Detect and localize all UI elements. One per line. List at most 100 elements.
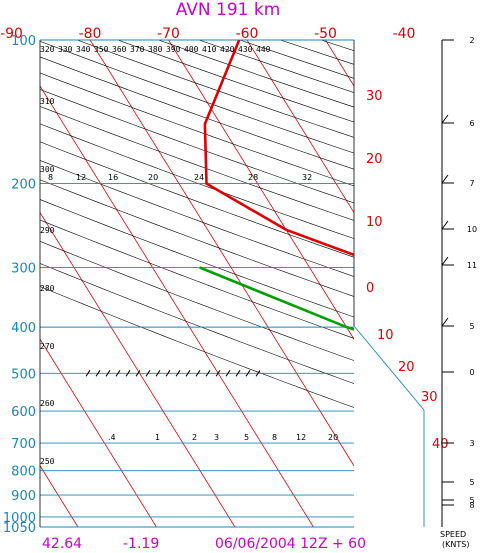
isotherm-line <box>246 40 354 214</box>
theta-top-label: 400 <box>184 45 199 54</box>
dry-adiabat-line <box>40 219 354 339</box>
dry-adiabat-line <box>40 160 354 277</box>
level-hatch-mark <box>165 370 171 377</box>
right-temperature-label: 0 <box>366 281 374 296</box>
wind-speed-label: 10 <box>467 225 477 234</box>
top-temperature-label: -60 <box>236 26 259 42</box>
level-hatch-mark <box>125 370 131 377</box>
wind-speed-label: 6 <box>469 119 474 128</box>
mixing-ratio-lower-label: 20 <box>328 433 338 442</box>
theta-top-label: 430 <box>238 45 253 54</box>
lower-boundary-line <box>353 325 425 411</box>
wind-speed-label: 5 <box>469 496 474 505</box>
theta-top-label: 350 <box>94 45 109 54</box>
wind-barb-flag <box>441 174 449 184</box>
level-hatch-mark <box>85 370 91 377</box>
theta-top-label: 380 <box>148 45 163 54</box>
mixing-ratio-lower-label: 1 <box>155 433 160 442</box>
isotherm-line <box>40 85 314 527</box>
speed-units-label: (KNTS) <box>442 540 469 549</box>
right-temperature-label: 20 <box>398 360 415 375</box>
theta-left-label: 300 <box>40 165 55 174</box>
top-temperature-label: -80 <box>79 26 102 42</box>
level-hatch-mark <box>225 370 231 377</box>
isotherm-line <box>40 211 236 527</box>
axis-labels: -100-90-80-70-60-50-40302010010203040100… <box>0 26 448 536</box>
wind-speed-label: 3 <box>469 439 474 448</box>
mixing-ratio-lower-label: 2 <box>192 433 197 442</box>
isotherm-line <box>168 40 354 340</box>
theta-top-label: 360 <box>112 45 127 54</box>
theta-top-label: 390 <box>166 45 181 54</box>
level-hatch-mark <box>155 370 161 377</box>
pressure-label: 900 <box>11 489 36 504</box>
wind-barb-flag <box>441 114 449 124</box>
theta-top-label: 340 <box>76 45 91 54</box>
top-temperature-label: -50 <box>314 26 337 42</box>
theta-top-label: 330 <box>58 45 73 54</box>
wind-speed-label: 2 <box>469 36 474 45</box>
footer-mid-value: -1.19 <box>123 536 159 552</box>
pressure-label: 800 <box>11 465 36 480</box>
theta-left-label: 250 <box>40 457 55 466</box>
top-temperature-label: -40 <box>393 26 416 42</box>
mixing-ratio-upper-label: 12 <box>76 173 86 182</box>
pressure-label: 700 <box>11 437 36 452</box>
wind-speed-label: 11 <box>467 261 477 270</box>
theta-top-label: 370 <box>130 45 145 54</box>
dry-adiabat-line <box>40 199 354 318</box>
speed-label: SPEED <box>440 530 466 539</box>
footer-datetime: 06/06/2004 12Z + 60 <box>215 536 366 552</box>
mixing-ratio-upper-label: 24 <box>194 173 204 182</box>
level-hatch-mark <box>195 370 201 377</box>
level-hatch-mark <box>115 370 121 377</box>
mixing-ratio-lower-label: 12 <box>296 433 306 442</box>
mixing-ratio-lower-label: .4 <box>108 433 116 442</box>
dry-adiabat-line <box>40 141 354 258</box>
theta-left-label: 260 <box>40 399 55 408</box>
wind-speed-label: 0 <box>469 368 474 377</box>
wind-barb-flag <box>441 317 449 327</box>
right-temperature-label: 10 <box>366 215 383 230</box>
mixing-ratio-lower-label: 3 <box>214 433 219 442</box>
wind-speed-label: 5 <box>469 322 474 331</box>
temperature-profile <box>203 40 354 257</box>
dry-adiabat-line <box>40 123 354 239</box>
level-hatch-mark <box>135 370 141 377</box>
right-temperature-label: 10 <box>377 328 394 343</box>
top-temperature-label: -70 <box>157 26 180 42</box>
theta-left-label: 270 <box>40 342 55 351</box>
mixing-ratio-upper-label: 20 <box>148 173 158 182</box>
pressure-label: 300 <box>11 262 36 277</box>
mixing-ratio-upper-label: 28 <box>248 173 258 182</box>
level-hatch-mark <box>175 370 181 377</box>
pressure-label: 600 <box>11 405 36 420</box>
top-temperature-label: -90 <box>0 26 23 42</box>
theta-top-label: 320 <box>40 45 55 54</box>
level-hatch-mark <box>235 370 241 377</box>
theta-left-label: 290 <box>40 226 55 235</box>
pressure-label: 1000 <box>3 511 36 526</box>
right-temperature-label: 20 <box>366 152 383 167</box>
mixing-ratio-lower-label: 5 <box>244 433 249 442</box>
mixing-ratio-upper-label: 32 <box>302 173 312 182</box>
level-hatch-mark <box>105 370 111 377</box>
level-hatch-mark <box>205 370 211 377</box>
theta-left-label: 280 <box>40 284 55 293</box>
right-temperature-label: 30 <box>421 390 438 405</box>
level-hatch-mark <box>145 370 151 377</box>
wind-barb-flag <box>441 220 449 230</box>
isobar-lines <box>39 39 425 528</box>
theta-top-label: 420 <box>220 45 235 54</box>
chart-title: AVN 191 km <box>176 0 281 20</box>
dry-adiabat-line <box>40 286 354 408</box>
level-hatch-mark <box>185 370 191 377</box>
isotherm-line <box>40 338 157 527</box>
footer-left-value: 42.64 <box>42 536 82 552</box>
pressure-label: 200 <box>11 178 36 193</box>
pressure-label: 100 <box>11 34 36 49</box>
theta-left-label: 310 <box>40 97 55 106</box>
level-hatch-mark <box>95 370 101 377</box>
mixing-ratio-upper-label: 16 <box>108 173 118 182</box>
